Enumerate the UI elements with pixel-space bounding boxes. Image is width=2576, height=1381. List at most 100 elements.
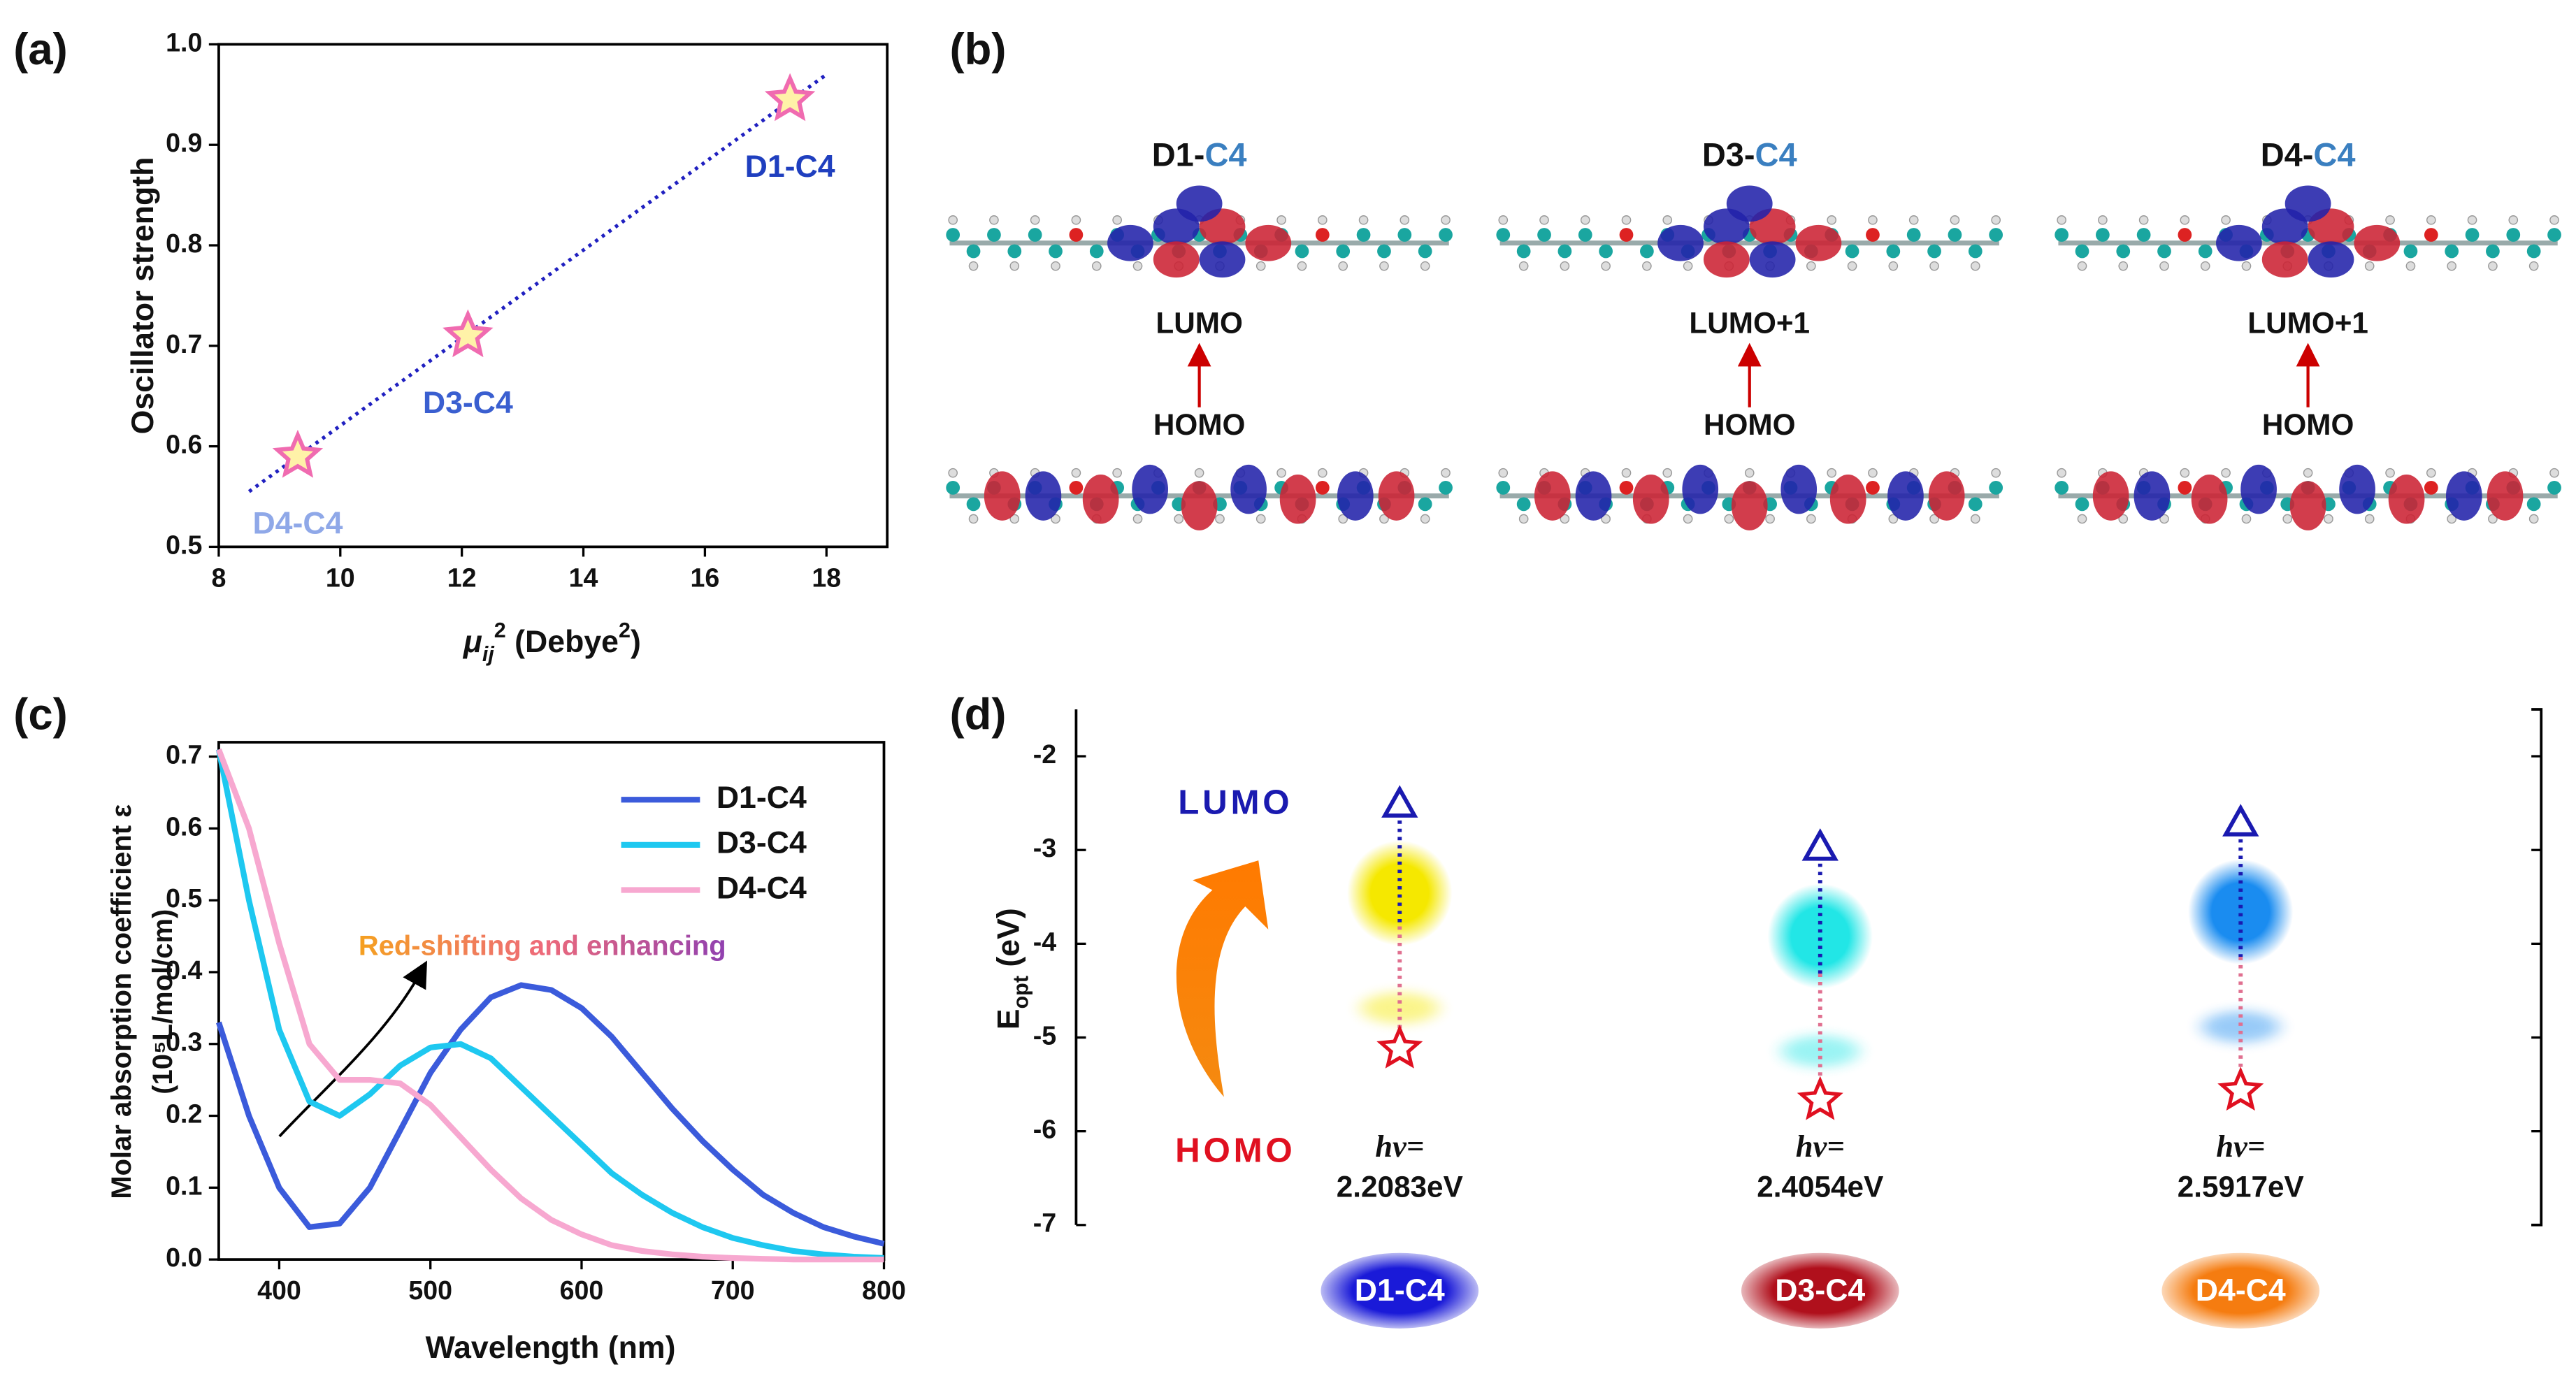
y-tick-label: 0.8	[166, 229, 202, 258]
trend-line	[247, 73, 828, 493]
donor-name: D4-	[2261, 136, 2314, 173]
y-tick-label: 0.2	[166, 1099, 202, 1128]
point-label: D1-C4	[745, 150, 835, 184]
legend-label: D1-C4	[717, 781, 807, 815]
atom-h	[1847, 261, 1857, 271]
atom-c	[2116, 244, 2131, 259]
atom-h	[1132, 261, 1143, 271]
x-tick-label: 400	[257, 1275, 301, 1305]
atom-c	[1356, 228, 1371, 242]
atom-h	[1174, 514, 1184, 524]
atom-c	[2178, 228, 2192, 242]
panel-label: (d)	[949, 690, 1006, 739]
atom-c	[1496, 228, 1511, 242]
atom-c	[1295, 244, 1309, 259]
atom-h	[2426, 215, 2436, 225]
point	[442, 309, 494, 358]
x-tick-label: 12	[447, 563, 477, 592]
label-part: (eV)	[991, 908, 1026, 976]
x-tick-label: 16	[690, 563, 719, 592]
atom-h	[1991, 215, 2001, 225]
upper-orbital: LUMO	[1156, 306, 1242, 339]
direction-arrow	[1176, 860, 1269, 1097]
y-tick-label: -5	[1033, 1020, 1056, 1050]
orbital-lobe	[2216, 224, 2262, 261]
atom-h	[1868, 215, 1878, 225]
atom-c	[1578, 228, 1592, 242]
atom-h	[2488, 261, 2498, 271]
atom-h	[2282, 514, 2293, 524]
atom-h	[2385, 468, 2395, 478]
atom-h	[2488, 514, 2498, 524]
atom-c	[2424, 228, 2438, 242]
x-axis-label: μij2 (Debye2)	[462, 619, 641, 666]
atom-h	[1970, 514, 1980, 524]
glow-reflection	[2191, 1007, 2290, 1047]
atom-h	[1929, 261, 1939, 271]
atom-c	[1315, 228, 1330, 242]
panel-label: (c)	[13, 690, 68, 739]
molecule-name: D3-C4	[1702, 136, 1797, 173]
atom-h	[1276, 468, 1286, 478]
y-tick-label: 0.6	[166, 430, 202, 459]
atom-c	[1619, 228, 1634, 242]
lumo-label: LUMO	[1178, 783, 1293, 821]
x-tick-label: 600	[560, 1275, 604, 1305]
orbital-lobe	[2388, 475, 2425, 524]
orbital-lobe	[2261, 241, 2308, 278]
atom-h	[2528, 261, 2539, 271]
atom-h	[2528, 514, 2539, 524]
y-tick-label: -6	[1033, 1115, 1056, 1144]
homo-marker	[1797, 1076, 1843, 1120]
atom-h	[1215, 514, 1225, 524]
atom-h	[2221, 215, 2231, 225]
orbital-lobe	[1176, 185, 1223, 222]
orbital-lobe	[1132, 464, 1168, 514]
y-tick-label: 0.5	[166, 883, 202, 913]
point	[764, 73, 816, 122]
label-part: 2	[619, 619, 631, 642]
orbital-lobe	[2092, 471, 2129, 521]
atom-h	[1806, 514, 1816, 524]
atom-c	[2465, 228, 2480, 242]
atom-h	[2180, 468, 2190, 478]
y-tick-label: 0.7	[166, 329, 202, 359]
orbital-lobe	[2354, 224, 2401, 261]
atom-c	[1516, 497, 1531, 512]
atom-c	[1439, 480, 1453, 495]
donor-name: D1-	[1152, 136, 1205, 173]
y-tick-label: -7	[1033, 1208, 1056, 1238]
atom-h	[2364, 261, 2375, 271]
lumo-marker	[2222, 804, 2259, 837]
atom-c	[2055, 228, 2069, 242]
orbital-lobe	[1731, 481, 1768, 530]
y-axis-label: Eopt (eV)	[991, 908, 1032, 1029]
atom-c	[2526, 244, 2541, 259]
atom-h	[1379, 514, 1389, 524]
atom-c	[2055, 480, 2069, 495]
atom-c	[1377, 244, 1391, 259]
atom-c	[1866, 480, 1880, 495]
label-part: (Debye	[506, 625, 619, 659]
atom-h	[2241, 261, 2252, 271]
atom-h	[2426, 468, 2436, 478]
atom-h	[2447, 261, 2456, 271]
category-label: D4-C4	[2196, 1273, 2286, 1308]
lumo-marker	[1801, 828, 1839, 861]
atom-c	[1989, 480, 2003, 495]
atom-h	[2138, 215, 2149, 225]
series-line	[216, 748, 884, 1263]
atom-h	[1621, 468, 1632, 478]
atom-h	[2241, 514, 2252, 524]
atom-c	[1336, 244, 1351, 259]
atom-h	[1071, 215, 1081, 225]
atom-c	[2157, 244, 2171, 259]
atom-h	[2200, 261, 2210, 271]
atom-h	[2467, 215, 2477, 225]
atom-h	[968, 514, 979, 524]
orbital-lobe	[1245, 224, 1292, 261]
atom-c	[946, 480, 960, 495]
category-label: D1-C4	[1355, 1273, 1445, 1308]
atom-h	[1518, 261, 1529, 271]
atom-h	[1662, 215, 1673, 225]
